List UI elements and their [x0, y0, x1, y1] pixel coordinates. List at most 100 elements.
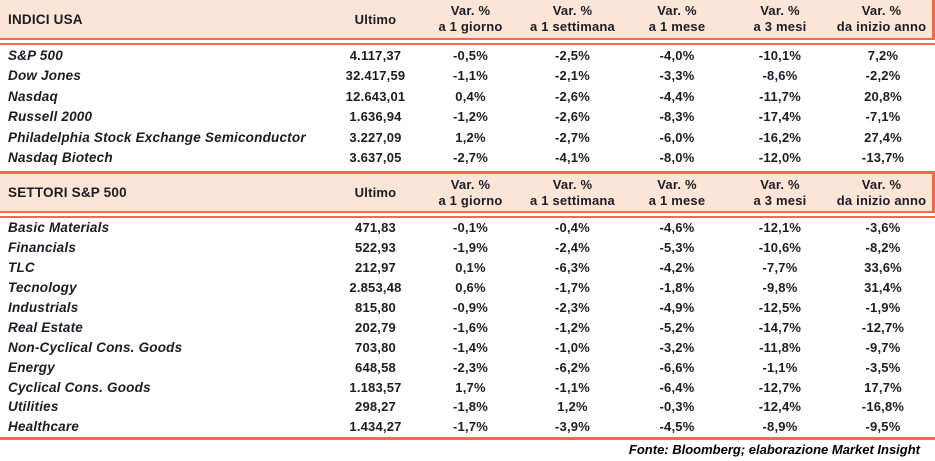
- var-cell: -12,7%: [861, 319, 905, 335]
- var-cell: -1,1%: [453, 68, 488, 84]
- var-cell: -1,4%: [453, 339, 488, 355]
- var-cell: 17,7%: [864, 379, 902, 395]
- ultimo-cell: 3.637,05: [349, 150, 402, 166]
- var-cell: -14,7%: [758, 319, 802, 335]
- row-name-cell: Financials: [8, 240, 77, 256]
- var-cell: -12,1%: [758, 220, 802, 236]
- var-cell: -9,7%: [865, 339, 901, 355]
- period-label: a 1 mese: [648, 192, 706, 208]
- var-cell: 33,6%: [864, 260, 902, 276]
- var-cell: -4,4%: [659, 88, 695, 104]
- row-name-cell: Energy: [8, 359, 55, 375]
- var-cell: -7,1%: [865, 109, 901, 125]
- table-title: INDICI USA: [8, 11, 83, 27]
- ultimo-cell: 202,79: [355, 319, 396, 335]
- var-cell: 31,4%: [864, 280, 902, 296]
- var-cell: -3,2%: [659, 339, 695, 355]
- var-cell: -16,2%: [758, 129, 802, 145]
- var-cell: -2,1%: [555, 68, 590, 84]
- var-cell: 1,7%: [455, 379, 486, 395]
- var-cell: -2,7%: [555, 129, 590, 145]
- period-label: a 1 giorno: [438, 19, 503, 34]
- row-name-cell: Basic Materials: [8, 220, 110, 236]
- var-cell: -8,9%: [762, 419, 798, 435]
- var-cell: -2,6%: [555, 88, 590, 104]
- ultimo-cell: 703,80: [355, 339, 396, 355]
- var-cell: 0,6%: [455, 280, 486, 296]
- row-name-cell: Dow Jones: [8, 68, 82, 84]
- var-cell: -1,9%: [453, 240, 488, 256]
- var-column-header: Var. % a 3 mesi: [729, 174, 831, 211]
- period-label: a 3 mesi: [753, 192, 807, 208]
- var-cell: 20,8%: [864, 88, 902, 104]
- ultimo-cell: 815,80: [355, 300, 396, 315]
- header-band: SETTORI S&P 500 Ultimo Var. % a 1 giorno Var…: [0, 174, 935, 211]
- ultimo-cell: 298,27: [355, 399, 396, 415]
- var-label: Var. %: [450, 3, 491, 18]
- var-cell: -1,8%: [659, 280, 695, 296]
- var-label: Var. %: [861, 176, 902, 192]
- table-row: Tecnology 2.853,48 0,6% -1,7% -1,8% -9,8% 31,4…: [0, 278, 935, 298]
- var-cell: 27,4%: [864, 129, 902, 145]
- var-cell: 1,2%: [455, 129, 486, 145]
- table-row: Energy 648,58 -2,3% -6,2% -6,6% -1,1% -3,5%: [0, 357, 935, 377]
- var-column-header: Var. % da inizio anno: [831, 174, 932, 211]
- var-cell: -0,9%: [453, 300, 488, 315]
- var-cell: -6,4%: [659, 379, 695, 395]
- tables-container: INDICI USA Ultimo Var. % a 1 giorno Var. % a …: [0, 0, 935, 435]
- table-row: Utilities 298,27 -1,8% 1,2% -0,3% -12,4% -16,8…: [0, 397, 935, 417]
- table-indici-usa: INDICI USA Ultimo Var. % a 1 giorno Var. % a …: [0, 0, 935, 168]
- period-label: da inizio anno: [836, 19, 927, 34]
- var-cell: -1,6%: [453, 319, 488, 335]
- var-cell: -3,5%: [865, 359, 901, 375]
- var-column-header: Var. % a 1 mese: [625, 174, 729, 211]
- var-cell: -4,6%: [659, 220, 695, 236]
- table-row: Russell 2000 1.636,94 -1,2% -2,6% -8,3% -17,4…: [0, 107, 935, 128]
- period-label: a 1 giorno: [438, 192, 503, 208]
- row-name-cell: Nasdaq Biotech: [8, 150, 113, 166]
- period-label: a 1 mese: [648, 19, 706, 34]
- var-cell: -13,7%: [861, 150, 905, 166]
- var-cell: -10,6%: [758, 240, 802, 256]
- var-cell: 0,4%: [455, 88, 486, 104]
- ultimo-cell: 32.417,59: [345, 68, 406, 84]
- var-cell: -2,3%: [555, 300, 590, 315]
- var-cell: -12,7%: [758, 379, 802, 395]
- var-cell: -12,0%: [758, 150, 802, 166]
- var-cell: -1,0%: [555, 339, 590, 355]
- table-row: Cyclical Cons. Goods 1.183,57 1,7% -1,1% -6,…: [0, 377, 935, 397]
- var-cell: -17,4%: [758, 109, 802, 125]
- var-cell: -0,5%: [453, 47, 488, 63]
- ultimo-column-header: Ultimo: [354, 185, 397, 200]
- var-label: Var. %: [450, 176, 491, 192]
- var-label: Var. %: [657, 3, 697, 18]
- var-cell: -6,0%: [659, 129, 695, 145]
- ultimo-cell: 3.227,09: [349, 129, 402, 145]
- var-cell: -4,2%: [659, 260, 695, 276]
- ultimo-cell: 4.117,37: [349, 47, 402, 63]
- bottom-separator-line: [0, 436, 935, 440]
- var-cell: -4,5%: [659, 419, 695, 435]
- var-cell: -1,7%: [555, 280, 590, 296]
- row-name-cell: Philadelphia Stock Exchange Semiconducto…: [8, 129, 306, 145]
- var-cell: -1,7%: [453, 419, 488, 435]
- row-name-cell: Utilities: [8, 399, 59, 415]
- double-separator-line: [0, 211, 935, 218]
- var-label: Var. %: [861, 3, 902, 18]
- source-note: Fonte: Bloomberg; elaborazione Market In…: [628, 441, 920, 457]
- var-column-header: Var. % a 1 settimana: [520, 174, 625, 211]
- var-cell: -1,9%: [865, 300, 901, 315]
- row-name-cell: Industrials: [8, 300, 79, 315]
- var-cell: -2,3%: [453, 359, 488, 375]
- row-name-cell: Non-Cyclical Cons. Goods: [8, 339, 183, 355]
- row-name-cell: TLC: [8, 260, 35, 276]
- row-name-cell: Real Estate: [8, 319, 83, 335]
- var-cell: -2,5%: [555, 47, 590, 63]
- table-row: Financials 522,93 -1,9% -2,4% -5,3% -10,6% -8,…: [0, 238, 935, 258]
- var-cell: -7,7%: [762, 260, 798, 276]
- var-label: Var. %: [760, 176, 800, 192]
- var-cell: -10,1%: [758, 47, 802, 63]
- var-cell: -2,2%: [865, 68, 901, 84]
- table-row: Philadelphia Stock Exchange Semiconducto…: [0, 127, 935, 148]
